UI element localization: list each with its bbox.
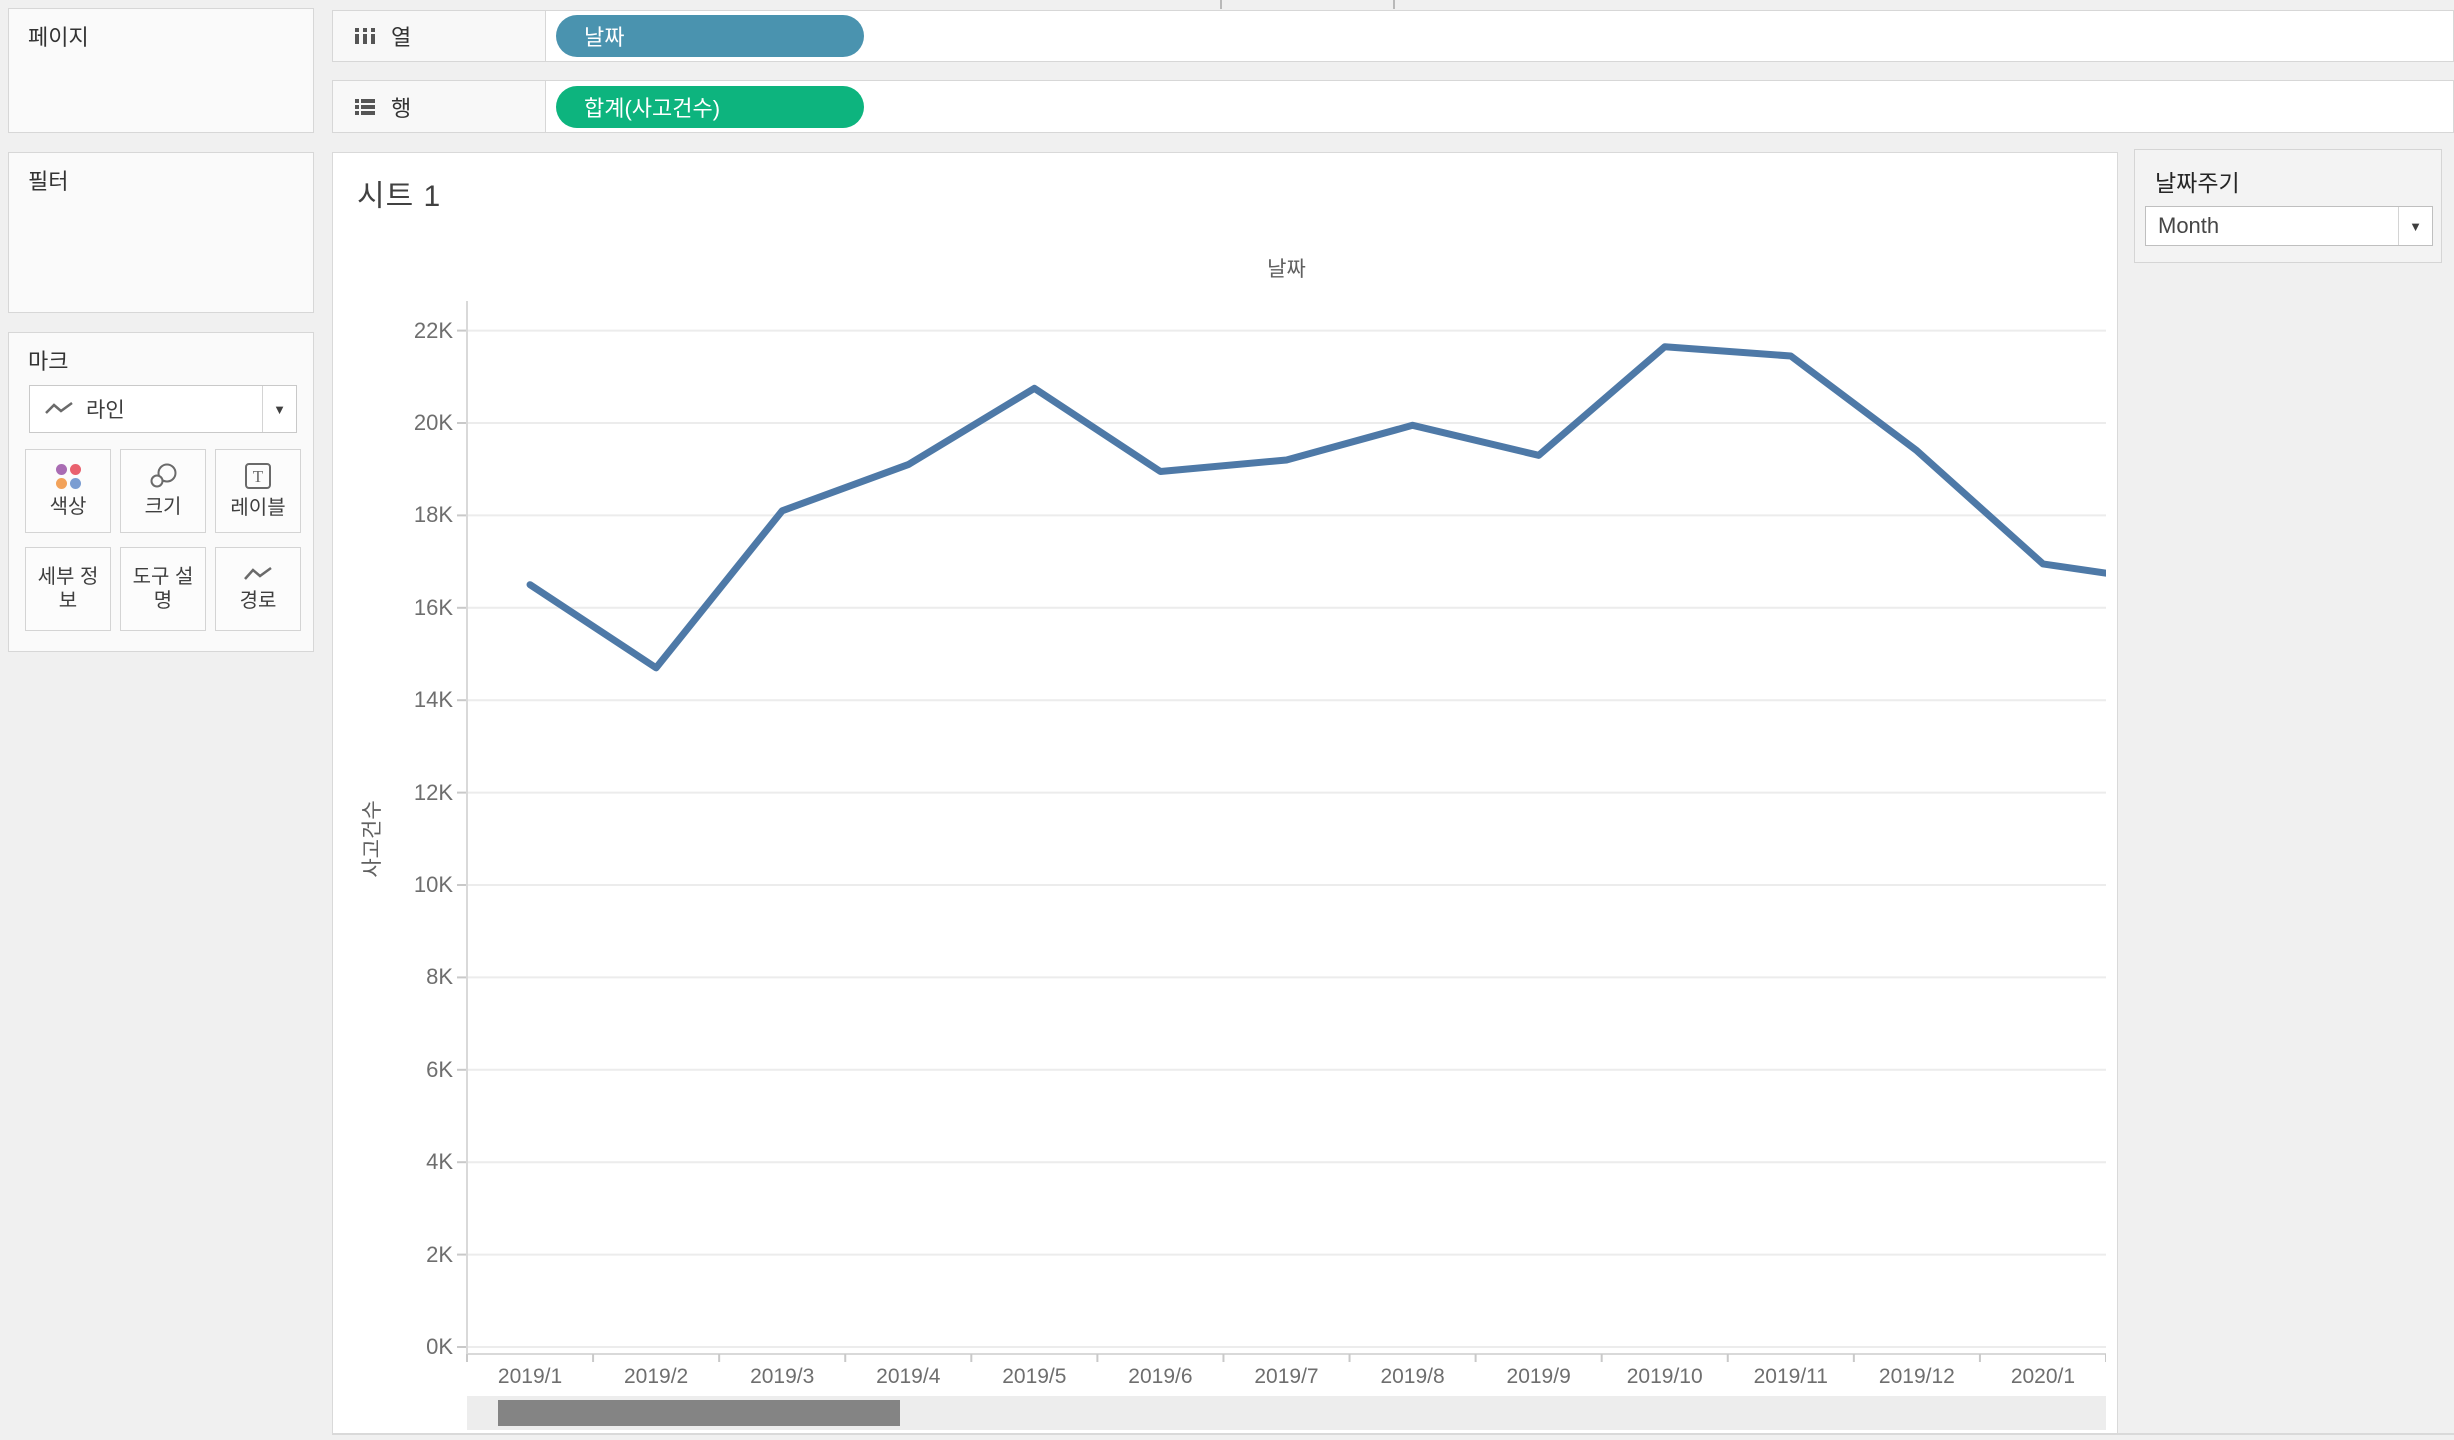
detail-button-label: 세부 정보 [37,566,99,612]
y-tick-label: 0K [426,1334,453,1359]
columns-shelf-drop-area[interactable]: 날짜 [546,10,2454,62]
y-tick-label: 2K [426,1241,453,1267]
size-button[interactable]: 크기 [120,449,206,533]
x-tick-label: 2019/4 [876,1365,941,1388]
line-chart-plot[interactable] [441,301,2106,1366]
chart-x-field-title: 날짜 [1267,258,1306,281]
pages-shelf-panel[interactable]: 페이지 [8,8,314,133]
y-tick-label: 22K [413,317,453,343]
sheet-title: 시트 1 [357,180,442,213]
x-tick-label: 2019/8 [1380,1365,1445,1388]
y-tick-label: 6K [426,1056,453,1082]
rows-icon [353,97,377,117]
worksheet-view: 시트 1 날짜 사고건수 0K 2K 4K 6K 8K 10K 12K 14K 16K 18K 20… [332,152,2118,1434]
y-tick-label: 16K [413,594,453,620]
marks-panel-title: 마크 [28,349,69,374]
marks-panel: 마크 라인 ▼ 색상 크기 [8,332,314,652]
path-button[interactable]: 경로 [215,547,301,631]
bottom-divider [332,1433,2454,1435]
columns-shelf-text: 열 [391,25,412,50]
color-dots-icon [55,463,81,489]
x-tick-label: 2019/2 [623,1365,689,1388]
x-tick-label: 2019/7 [1254,1365,1319,1388]
y-axis-title: 사고건수 [361,800,384,878]
path-zigzag-icon [244,566,272,580]
date-period-value: Month [2158,213,2220,238]
x-tick-label: 2020/1 [2010,1365,2076,1388]
parameter-card-date-period: 날짜주기 Month ▼ [2134,149,2442,263]
parameter-card-title: 날짜주기 [2155,170,2240,196]
horizontal-scrollbar[interactable] [467,1396,2106,1430]
label-button[interactable]: T 레이블 [215,449,301,533]
svg-text:T: T [253,467,264,486]
size-button-label: 크기 [144,496,182,518]
path-button-label: 경로 [239,590,277,612]
detail-button[interactable]: 세부 정보 [25,547,111,631]
chevron-down-icon[interactable]: ▼ [262,386,296,432]
rows-shelf[interactable]: 행 합계(사고건수) [332,80,2454,133]
rows-shelf-label: 행 [332,80,546,133]
x-tick-label: 2019/1 [497,1365,563,1388]
filters-shelf-panel[interactable]: 필터 [8,152,314,313]
size-circles-icon [150,463,177,488]
y-tick-label: 14K [413,687,453,713]
y-tick-label: 18K [413,502,453,528]
color-button[interactable]: 색상 [25,449,111,533]
x-tick-label: 2019/12 [1878,1365,1955,1388]
chevron-down-icon[interactable]: ▼ [2398,207,2432,245]
rows-shelf-drop-area[interactable]: 합계(사고건수) [546,80,2454,133]
x-tick-label: 2019/6 [1128,1365,1193,1388]
x-tick-label: 2019/3 [750,1365,815,1388]
y-tick-label: 4K [426,1149,453,1175]
filters-shelf-title: 필터 [28,169,69,194]
mark-type-dropdown[interactable]: 라인 ▼ [29,385,297,433]
tooltip-button[interactable]: 도구 설명 [120,547,206,631]
marks-buttons-grid: 색상 크기 T 레이블 세부 정보 도구 설명 [25,449,301,631]
date-period-dropdown[interactable]: Month ▼ [2145,206,2433,246]
columns-shelf[interactable]: 열 날짜 [332,10,2454,62]
y-tick-label: 10K [413,872,453,897]
pages-shelf-title: 페이지 [28,25,89,50]
x-tick-label: 2019/11 [1753,1365,1828,1388]
y-tick-label: 20K [413,410,453,435]
columns-shelf-label: 열 [332,10,546,62]
y-tick-label: 8K [426,964,453,990]
rows-shelf-text: 행 [391,95,412,121]
label-T-icon: T [245,463,271,489]
toolbar-divider-tick [1220,0,1222,9]
x-tick-label: 2019/9 [1506,1365,1571,1388]
x-tick-label: 2019/5 [1002,1365,1067,1388]
rows-pill-sum-accidents[interactable]: 합계(사고건수) [556,85,864,128]
horizontal-scrollbar-thumb[interactable] [498,1400,900,1426]
toolbar-divider-tick [1393,0,1395,9]
tooltip-button-label: 도구 설명 [132,566,194,612]
label-button-label: 레이블 [230,497,286,519]
columns-pill-date[interactable]: 날짜 [556,15,864,57]
columns-icon [353,26,377,46]
line-mark-icon [45,401,73,414]
mark-type-value: 라인 [86,399,125,422]
x-tick-label: 2019/10 [1626,1365,1703,1388]
y-tick-label: 12K [413,779,453,805]
color-button-label: 색상 [49,495,87,518]
